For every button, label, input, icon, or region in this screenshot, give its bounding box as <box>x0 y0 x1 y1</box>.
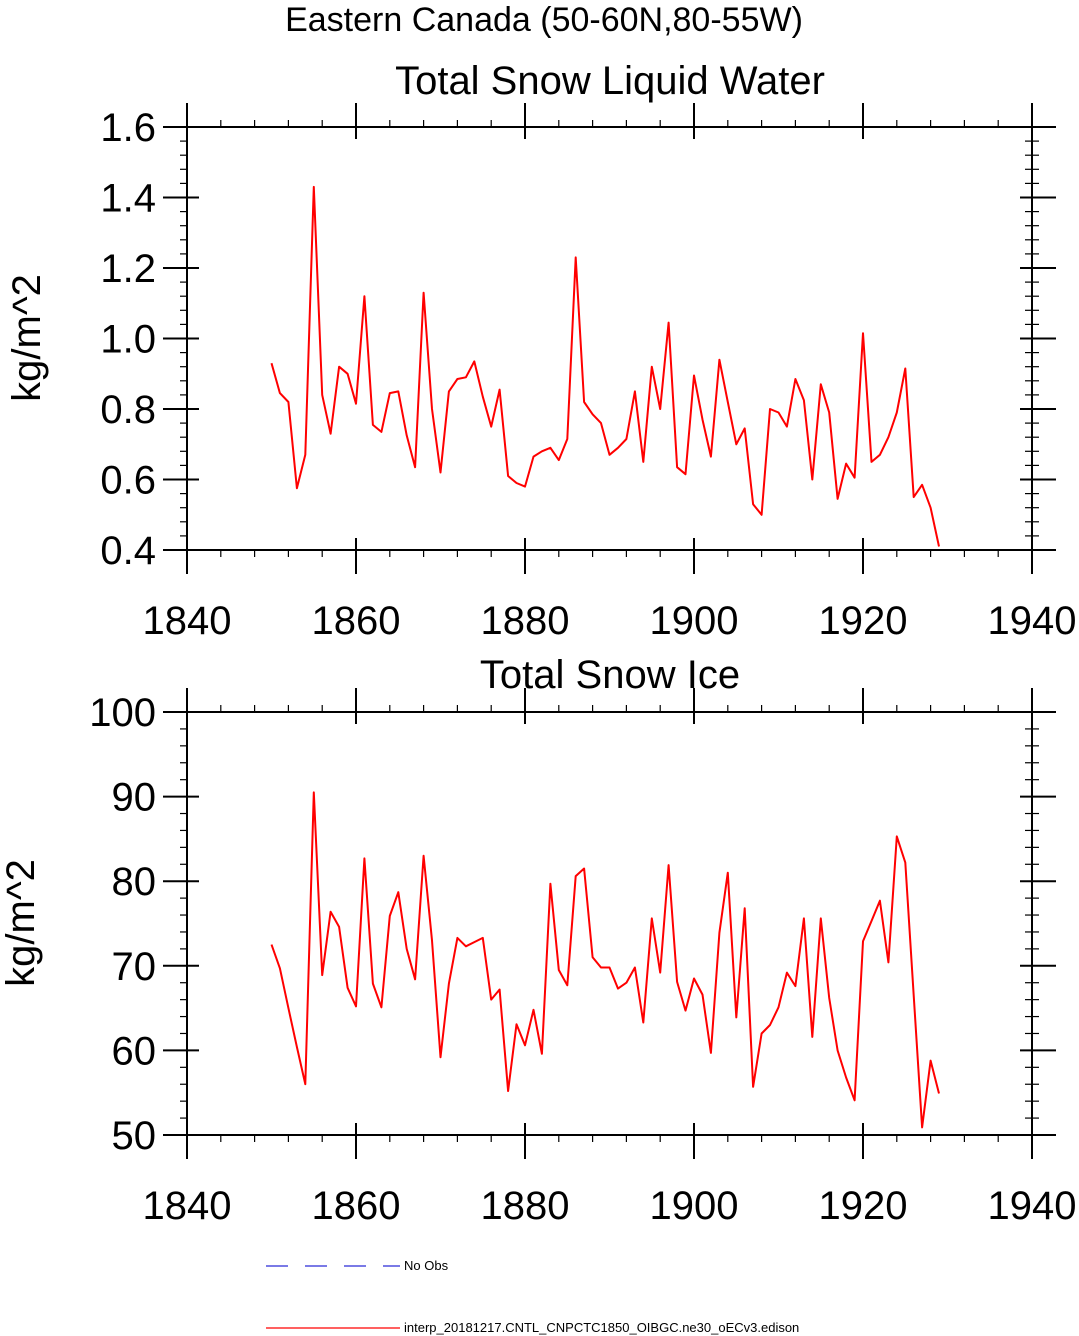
x-tick-label: 1940 <box>988 599 1077 643</box>
y-axis-label: kg/m^2 <box>5 274 49 402</box>
y-tick-label: 0.8 <box>100 388 156 432</box>
chart-title: Total Snow Ice <box>480 653 740 697</box>
x-tick-label: 1880 <box>481 1184 570 1228</box>
x-tick-label: 1840 <box>143 1184 232 1228</box>
y-tick-label: 0.4 <box>100 529 156 573</box>
y-tick-label: 90 <box>112 776 157 820</box>
y-axis-label: kg/m^2 <box>0 859 43 987</box>
y-tick-label: 60 <box>112 1029 157 1073</box>
x-tick-label: 1860 <box>312 1184 401 1228</box>
x-tick-label: 1900 <box>650 599 739 643</box>
y-tick-label: 1.4 <box>100 177 156 221</box>
x-tick-label: 1920 <box>819 1184 908 1228</box>
y-tick-label: 1.0 <box>100 318 156 362</box>
y-tick-label: 0.6 <box>100 459 156 503</box>
legend-label-model: interp_20181217.CNTL_CNPCTC1850_OIBGC.ne… <box>404 1320 799 1335</box>
plot-frame <box>186 711 1033 1136</box>
y-tick-label: 1.6 <box>100 106 156 150</box>
super-title: Eastern Canada (50-60N,80-55W) <box>285 1 803 39</box>
x-tick-label: 1940 <box>988 1184 1077 1228</box>
x-tick-label: 1860 <box>312 599 401 643</box>
x-tick-label: 1920 <box>819 599 908 643</box>
x-tick-label: 1840 <box>143 599 232 643</box>
series-line <box>270 185 940 547</box>
x-tick-label: 1880 <box>481 599 570 643</box>
chart-title: Total Snow Liquid Water <box>395 59 825 103</box>
y-tick-label: 80 <box>112 860 157 904</box>
panel-snow-ice: Total Snow Ice kg/m^2 50 60 70 80 90 100 1840 1… <box>0 653 1076 1228</box>
y-tick-label: 100 <box>89 691 156 735</box>
panel-snow-liquid-water: Total Snow Liquid Water kg/m^2 0.4 0.6 0.8… <box>5 59 1076 643</box>
legend: No Obs interp_20181217.CNTL_CNPCTC1850_O… <box>266 1258 799 1335</box>
y-tick-label: 70 <box>112 945 157 989</box>
series-line <box>270 791 940 1129</box>
y-tick-label: 1.2 <box>100 247 156 291</box>
legend-label-no-obs: No Obs <box>404 1258 449 1273</box>
y-tick-label: 50 <box>112 1114 157 1158</box>
x-tick-label: 1900 <box>650 1184 739 1228</box>
